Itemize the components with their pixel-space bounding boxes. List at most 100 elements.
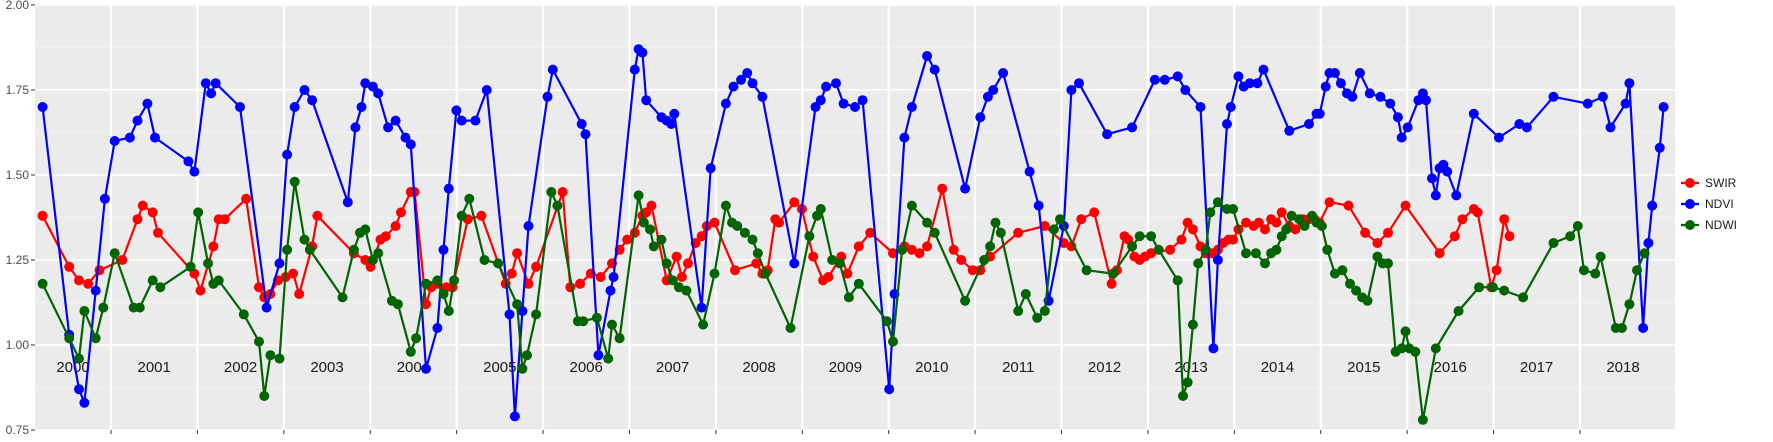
ndwi-point — [254, 336, 264, 347]
ndvi-point — [1304, 119, 1314, 129]
swir-point — [390, 221, 401, 231]
swir-point — [1360, 227, 1371, 238]
ndvi-point — [1451, 190, 1462, 201]
ndvi-point — [200, 78, 211, 89]
swir-point — [1271, 217, 1282, 228]
ndwi-point — [1013, 306, 1024, 316]
ndwi-point — [90, 333, 101, 344]
ndvi-point — [1430, 190, 1441, 201]
ndvi-point — [1647, 200, 1658, 211]
ndwi-point — [456, 210, 467, 221]
ndwi-point — [1081, 265, 1092, 276]
ndvi-point — [504, 309, 515, 320]
swir-point — [1039, 221, 1050, 231]
swir-point — [94, 265, 105, 276]
ndvi-point — [456, 115, 467, 126]
series-ndvi — [37, 44, 1669, 422]
ndvi-point — [576, 119, 587, 129]
swir-point — [288, 268, 299, 279]
swir-point — [1449, 231, 1460, 242]
ndwi-point — [853, 278, 864, 289]
ndwi-point — [1200, 244, 1211, 255]
swir-point — [622, 234, 633, 245]
swir-point — [137, 200, 148, 211]
ndwi-point — [546, 187, 557, 197]
ndwi-point — [603, 353, 614, 364]
ndvi-point — [360, 78, 371, 89]
swir-point — [1457, 214, 1468, 225]
legend-item-ndwi: NDWI — [1681, 218, 1737, 232]
legend-marker — [1685, 199, 1695, 209]
x-axis — [110, 430, 1581, 434]
ndwi-point — [1518, 292, 1529, 303]
year-label: 2018 — [1606, 359, 1639, 376]
ndwi-point — [522, 350, 532, 361]
ndwi-point — [815, 204, 826, 214]
ndvi-point — [593, 350, 604, 361]
ndvi-point — [390, 115, 401, 126]
ndwi-point — [1182, 377, 1193, 388]
y-tick-label: 1.25 — [6, 253, 30, 267]
ndvi-point — [373, 88, 384, 99]
swir-point — [789, 197, 800, 208]
ndwi-point — [681, 285, 692, 296]
ndvi-point — [547, 64, 558, 75]
ndwi-point — [752, 248, 763, 259]
year-label: 2003 — [310, 359, 343, 376]
ndwi-point — [667, 275, 678, 286]
ndwi-point — [1250, 248, 1261, 259]
ndvi-point — [838, 98, 849, 109]
swir-point — [195, 285, 206, 296]
swir-point — [1182, 217, 1193, 228]
ndwi-point — [193, 207, 204, 218]
ndwi-point — [709, 268, 720, 279]
ndwi-point — [1316, 221, 1327, 231]
ndvi-point — [1493, 132, 1504, 143]
ndwi-point — [348, 244, 359, 255]
ndvi-point — [1284, 125, 1295, 136]
ndwi-point — [1228, 204, 1239, 214]
ndwi-point — [1055, 214, 1065, 225]
swir-point — [595, 272, 606, 282]
ndwi-point — [360, 224, 371, 235]
ndvi-point — [637, 47, 648, 58]
ndwi-point — [392, 299, 403, 310]
swir-point — [1400, 200, 1411, 211]
ndwi-point — [512, 299, 523, 310]
ndvi-point — [1252, 78, 1263, 89]
ndvi-point — [1514, 119, 1525, 129]
ndwi-point — [134, 302, 145, 313]
ndvi-point — [666, 119, 677, 129]
ndvi-point — [405, 139, 416, 150]
swir-point — [1372, 238, 1383, 248]
ndwi-point — [638, 217, 649, 228]
swir-point — [751, 258, 762, 269]
ndvi-point — [189, 166, 200, 177]
swir-point — [380, 231, 391, 242]
swir-point — [1176, 234, 1187, 245]
ndwi-point — [213, 275, 224, 286]
ndvi-point — [124, 132, 135, 143]
ndwi-point — [79, 306, 90, 316]
swir-point — [153, 227, 163, 238]
ndwi-point — [1474, 282, 1485, 293]
ndvi-point — [929, 64, 940, 75]
ndvi-point — [747, 78, 758, 89]
ndwi-point — [479, 255, 490, 265]
swir-point — [506, 268, 517, 279]
ndwi-point — [1187, 319, 1198, 330]
year-label: 2004 — [397, 359, 430, 376]
ndwi-point — [1329, 268, 1340, 279]
swir-point — [1260, 224, 1270, 235]
ndwi-point — [1578, 265, 1589, 276]
swir-point — [696, 231, 707, 242]
swir-point — [888, 248, 898, 259]
ndwi-point — [578, 316, 589, 327]
ndwi-point — [995, 227, 1006, 238]
ndvi-point — [1468, 108, 1479, 119]
ndvi-point — [150, 132, 160, 143]
swir-point — [360, 255, 371, 265]
ndwi-point — [661, 258, 672, 269]
ndwi-point — [147, 275, 158, 286]
ndvi-point — [899, 132, 910, 143]
